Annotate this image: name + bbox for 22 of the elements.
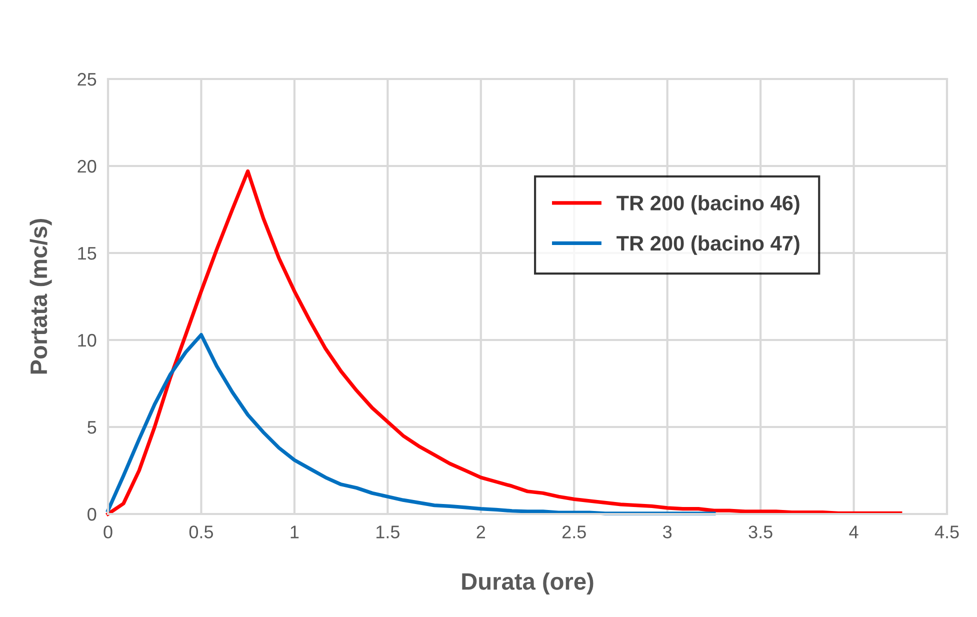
legend-label: TR 200 (bacino 47) [616, 235, 800, 255]
x-tick-label: 3.5 [748, 526, 772, 538]
y-tick-label: 25 [78, 72, 96, 86]
x-tick-label: 3 [663, 526, 672, 538]
y-tick-label: 5 [88, 421, 96, 434]
x-tick-label: 0.5 [189, 526, 214, 538]
line-series [106, 332, 716, 516]
x-tick-label: 0 [104, 526, 112, 538]
line-series [106, 169, 902, 516]
y-tick-label: 10 [78, 334, 96, 347]
x-tick-label: 1 [290, 526, 299, 538]
y-tick-label: 20 [78, 160, 96, 173]
y-tick-label: 0 [88, 508, 96, 521]
y-axis-title: Portata (mc/s) [30, 218, 52, 374]
x-tick-label: 2.5 [562, 526, 586, 538]
x-tick-label: 4 [849, 526, 858, 538]
legend-label: TR 200 (bacino 46) [616, 195, 800, 215]
x-tick-label: 1.5 [376, 526, 400, 538]
y-tick-label: 15 [78, 247, 96, 260]
x-tick-label: 2 [476, 526, 486, 538]
x-axis-title: Durata (ore) [462, 572, 594, 595]
x-tick-label: 4.5 [934, 526, 959, 538]
